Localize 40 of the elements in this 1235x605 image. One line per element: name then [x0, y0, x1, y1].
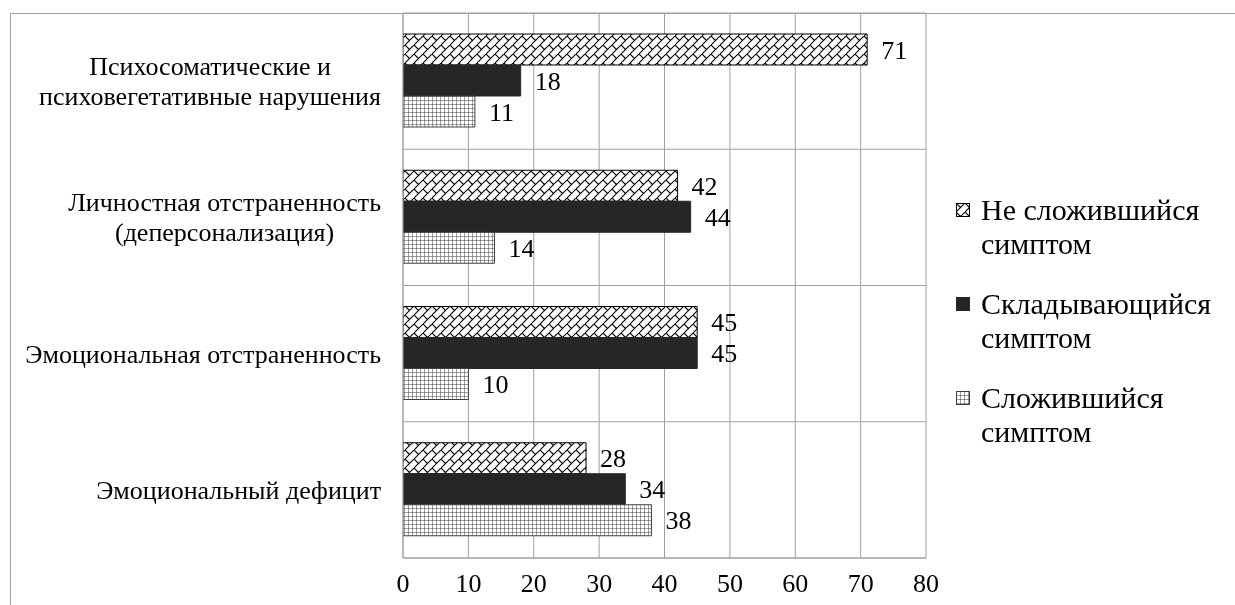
data-label: 10	[482, 370, 509, 400]
x-tick-label: 80	[913, 569, 939, 599]
data-label: 71	[881, 35, 908, 65]
legend-label: Сложившийся симптом	[981, 381, 1165, 449]
bar	[403, 368, 469, 400]
y-tick-label: Психосоматические и психовегетативные нарушения	[39, 52, 382, 112]
data-label: 44	[704, 202, 731, 232]
x-tick-label: 60	[782, 569, 809, 599]
data-label: 45	[711, 308, 738, 338]
legend-label: Складывающийся симптом	[981, 287, 1213, 355]
x-tick-label: 10	[455, 569, 482, 599]
data-label: 45	[711, 339, 738, 369]
bar	[403, 33, 868, 66]
x-tick-label: 40	[651, 569, 678, 599]
data-label: 28	[600, 444, 627, 474]
x-tick-label: 70	[847, 569, 874, 599]
x-tick-label: 0	[396, 569, 410, 599]
bar	[403, 231, 496, 264]
data-label: 18	[534, 66, 561, 96]
x-tick-label: 50	[716, 569, 743, 599]
data-label: 38	[665, 506, 692, 536]
bar	[403, 337, 698, 369]
data-label: 42	[691, 171, 718, 201]
data-label: 34	[639, 475, 666, 505]
y-tick-label: Эмоциональная отстраненность	[25, 339, 382, 369]
x-tick-label: 30	[586, 569, 613, 599]
bar	[403, 95, 476, 128]
x-tick-label: 20	[520, 569, 547, 599]
bar	[403, 504, 652, 537]
legend-label: Не сложившийся симптом	[981, 193, 1201, 261]
bar	[403, 169, 679, 202]
y-tick-label: Личностная отстраненность (деперсонализация)	[68, 188, 382, 248]
bar	[403, 306, 698, 338]
bar	[403, 64, 522, 97]
bar	[403, 200, 692, 233]
data-label: 11	[488, 97, 514, 127]
data-label: 14	[508, 233, 535, 263]
bar	[403, 473, 626, 506]
bar	[403, 442, 587, 475]
y-tick-label: Эмоциональный дефицит	[96, 475, 381, 505]
